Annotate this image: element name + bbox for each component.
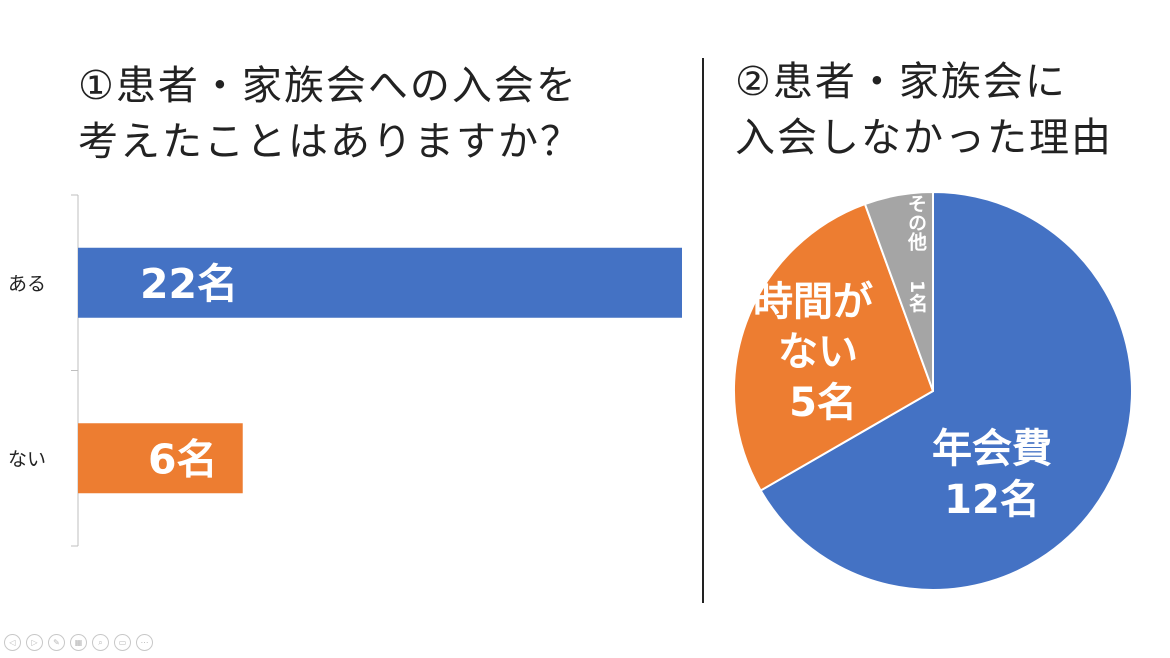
pen-icon[interactable]: ✎	[48, 634, 65, 651]
pie-data-label: ない	[778, 329, 858, 375]
slideshow-toolbar: ◁ ▷ ✎ ▦ ⌕ ▭ ⋯	[4, 634, 153, 651]
bar-data-label: 22名	[140, 260, 238, 308]
bar-1	[78, 423, 243, 494]
more-icon[interactable]: ⋯	[136, 634, 153, 651]
pie-data-label: 12名	[944, 477, 1040, 523]
pie-slice-0	[759, 191, 1133, 591]
pie-slice-2	[863, 191, 934, 392]
pie-data-label-vertical: 1名	[906, 280, 928, 312]
pie-data-label: 時間が	[753, 279, 873, 325]
right-title-line2: 入会しなかった理由	[735, 115, 1113, 161]
bar-0	[78, 247, 682, 318]
left-title-line2: 考えたことはありますか？	[78, 119, 582, 165]
panel-divider	[702, 58, 704, 603]
pie-data-label: 年会費	[932, 426, 1052, 472]
slides-icon[interactable]: ▦	[70, 634, 87, 651]
right-title-line1: ②患者・家族会に	[735, 59, 1067, 105]
pie-slice-1	[732, 203, 934, 492]
pie-data-label: 5名	[789, 380, 857, 426]
left-chart-title: ①患者・家族会への入会を 考えたことはありますか？	[78, 58, 582, 170]
pie-data-label-vertical: その他	[905, 194, 928, 251]
category-label: ない	[8, 448, 46, 470]
category-label: ある	[8, 273, 46, 295]
next-icon[interactable]: ▷	[26, 634, 43, 651]
right-chart-title: ②患者・家族会に 入会しなかった理由	[735, 54, 1113, 166]
bar-data-label: 6名	[148, 435, 218, 483]
screen-icon[interactable]: ▭	[114, 634, 131, 651]
prev-icon[interactable]: ◁	[4, 634, 21, 651]
left-title-line1: ①患者・家族会への入会を	[78, 63, 578, 109]
zoom-icon[interactable]: ⌕	[92, 634, 109, 651]
